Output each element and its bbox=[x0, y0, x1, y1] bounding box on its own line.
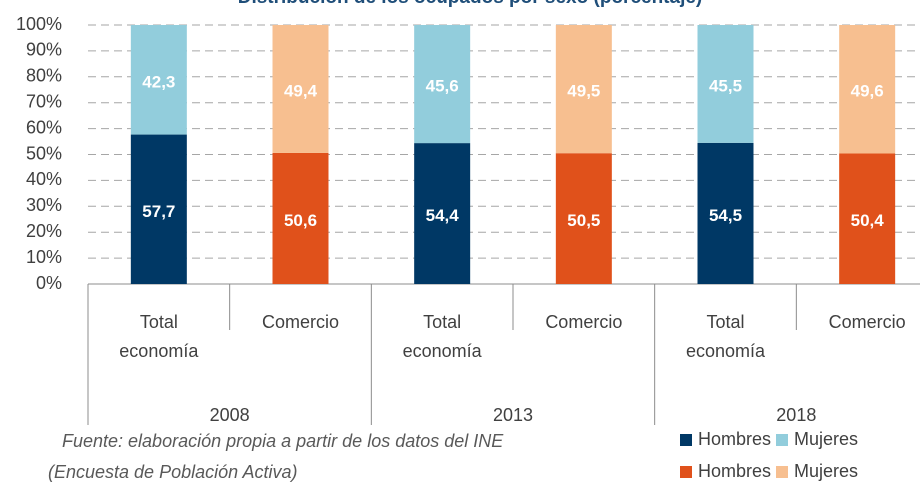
x-tick-label: Comercio bbox=[262, 312, 339, 332]
data-label: 54,4 bbox=[426, 206, 460, 225]
chart-title: Distribución de los ocupados por sexo (p… bbox=[238, 0, 703, 8]
data-label: 49,6 bbox=[851, 82, 884, 101]
legend-label: Mujeres bbox=[794, 461, 858, 481]
x-tick-label: Comercio bbox=[545, 312, 622, 332]
legend-label: Mujeres bbox=[794, 429, 858, 449]
y-tick-label: 10% bbox=[26, 247, 62, 267]
bar-segment bbox=[130, 134, 187, 284]
group-label: 2008 bbox=[210, 405, 250, 425]
legend-swatch bbox=[776, 466, 788, 478]
bar-segment bbox=[555, 153, 612, 284]
legend-swatch bbox=[680, 466, 692, 478]
data-label: 49,5 bbox=[567, 82, 600, 101]
legend-label: Hombres bbox=[698, 429, 771, 449]
bar-segment bbox=[272, 25, 329, 153]
data-label: 50,5 bbox=[567, 211, 600, 230]
y-tick-label: 20% bbox=[26, 221, 62, 241]
data-label: 45,5 bbox=[709, 76, 742, 95]
bar-segment bbox=[414, 25, 471, 144]
bar-segment bbox=[697, 25, 754, 143]
bar-segment bbox=[697, 142, 754, 284]
group-label: 2018 bbox=[776, 405, 816, 425]
y-tick-label: 40% bbox=[26, 169, 62, 189]
data-label: 54,5 bbox=[709, 206, 742, 225]
y-tick-label: 100% bbox=[16, 14, 62, 34]
bar-segment bbox=[272, 152, 329, 284]
y-tick-label: 50% bbox=[26, 143, 62, 163]
y-tick-label: 70% bbox=[26, 91, 62, 111]
legend-swatch bbox=[680, 434, 692, 446]
x-tick-label: Total economía bbox=[119, 312, 199, 361]
source-note: (Encuesta de Población Activa) bbox=[48, 462, 297, 482]
data-label: 45,6 bbox=[426, 77, 459, 96]
y-tick-label: 90% bbox=[26, 40, 62, 60]
x-tick-label: Comercio bbox=[829, 312, 906, 332]
bar-segment bbox=[555, 25, 612, 154]
x-tick-label: Total economía bbox=[403, 312, 483, 361]
x-tick-label: Total economía bbox=[686, 312, 766, 361]
y-tick-label: 0% bbox=[36, 273, 62, 293]
y-tick-label: 80% bbox=[26, 66, 62, 86]
data-label: 42,3 bbox=[142, 72, 175, 91]
bar-segment bbox=[839, 25, 896, 154]
legend-swatch bbox=[776, 434, 788, 446]
data-label: 49,4 bbox=[284, 81, 318, 100]
y-tick-label: 60% bbox=[26, 117, 62, 137]
bar-segment bbox=[839, 153, 896, 284]
bar-segment bbox=[130, 25, 187, 135]
group-label: 2013 bbox=[493, 405, 533, 425]
y-tick-label: 30% bbox=[26, 195, 62, 215]
bar-segment bbox=[414, 143, 471, 284]
data-label: 57,7 bbox=[142, 202, 175, 221]
source-note: Fuente: elaboración propia a partir de l… bbox=[62, 431, 504, 451]
legend-label: Hombres bbox=[698, 461, 771, 481]
data-label: 50,6 bbox=[284, 211, 317, 230]
data-label: 50,4 bbox=[851, 211, 885, 230]
